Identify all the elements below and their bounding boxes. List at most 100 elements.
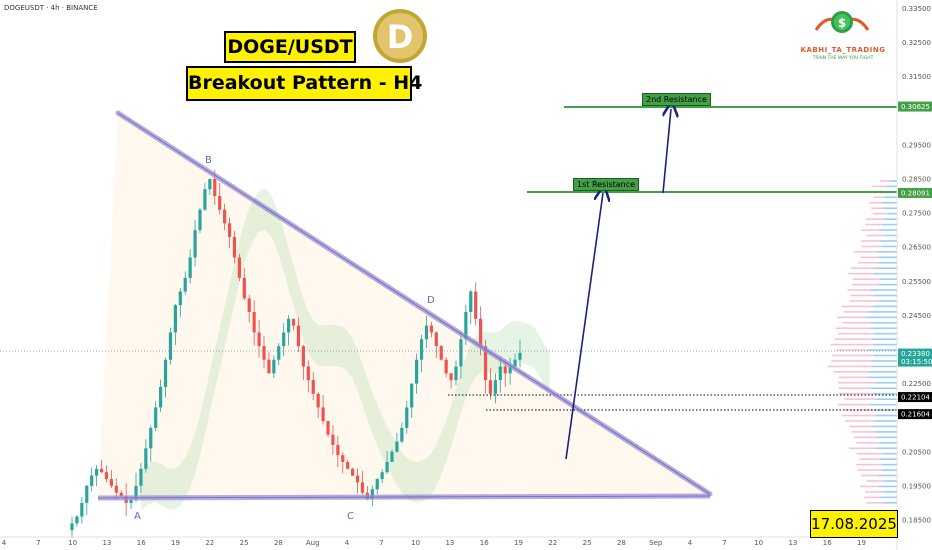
y-tick-label: 0.28500 [902,176,931,184]
candle [341,452,345,474]
candle [262,335,266,369]
candle [198,207,202,234]
x-tick-label: 16 [137,539,146,547]
x-tick-label: 22 [205,539,214,547]
y-tick-label: 0.22500 [902,380,931,388]
triangle-pattern-area [98,113,710,497]
candle [459,331,463,379]
point-label-c: C [347,511,354,522]
candle [513,353,517,368]
candle [419,334,424,373]
y-tick-label: 0.19500 [902,482,931,490]
candle [149,425,153,462]
candle [272,355,276,379]
candle [90,467,94,492]
candle [346,459,350,470]
candle [237,253,241,282]
x-tick-label: 25 [240,539,249,547]
ichimoku-cloud [140,188,550,512]
candle [424,315,429,348]
point-label-d: D [427,295,435,306]
y-tick-label: 0.27500 [902,210,931,218]
candle [183,271,187,295]
candle [385,451,389,475]
candle [159,379,163,412]
candle [163,357,168,398]
dogecoin-logo-icon: D [373,9,427,63]
x-tick-label: 4 [2,539,7,547]
time-axis[interactable]: 4 7 10 13 16 19 22 25 28 Aug 4 7 10 13 16 19 22 25 28 Sep 4 7… [2,539,866,547]
candle [508,357,512,385]
candle [316,392,320,419]
candle [232,230,237,264]
y-tick-label: 0.32500 [902,39,931,47]
candle [139,463,143,494]
x-tick-label: 19 [171,539,180,547]
candle [208,178,212,195]
candle [188,249,192,284]
candle [154,401,158,432]
candle [70,516,74,538]
candle [99,459,104,474]
svg-text:0.22104: 0.22104 [901,394,930,402]
x-tick-label: 19 [857,539,866,547]
candle [351,467,355,476]
x-tick-label: 10 [411,539,420,547]
candle [277,343,281,366]
candle [104,465,109,483]
pair-title: DOGE/USDT [224,31,356,63]
candle [360,470,365,495]
candle [355,468,360,494]
price-tag: 0.28091 [898,187,932,198]
candle [178,288,182,318]
x-tick-label: 4 [688,539,693,547]
candle [85,484,89,515]
candle [415,353,419,394]
svg-text:0.30625: 0.30625 [901,103,930,111]
candle [405,400,409,434]
candle [469,289,473,325]
candle [331,425,335,455]
candle [173,304,177,346]
x-tick-label: Aug [306,539,320,547]
x-tick-label: 25 [583,539,592,547]
candle [375,478,379,495]
resistance-label-1: 1st Resistance [573,178,640,191]
brand-tagline: TRAIN THE WAY YOU FIGHT [812,56,874,61]
candle [306,360,310,393]
candle [223,203,227,231]
candle [242,267,246,301]
candle [291,318,296,331]
candle [429,321,433,338]
x-tick-label: 28 [617,539,626,547]
point-label-a: A [134,511,141,522]
volume-profile [827,180,897,504]
x-tick-label: 13 [445,539,454,547]
candle [390,449,394,463]
candle [326,420,330,437]
symbol-header: DOGEUSDT · 4h · BINANCE [4,4,98,12]
y-tick-label: 0.20500 [902,448,931,456]
candle [144,439,148,473]
candle [257,319,261,358]
x-tick-label: 10 [68,539,77,547]
x-tick-label: 22 [548,539,557,547]
y-tick-label: 0.29500 [902,141,931,149]
x-tick-label: 10 [754,539,763,547]
pattern-title: Breakout Pattern - H4 [186,66,422,101]
candle [109,469,113,489]
x-tick-label: 28 [274,539,283,547]
candle [449,372,453,389]
x-tick-label: 7 [36,539,40,547]
x-tick-label: 16 [823,539,832,547]
y-tick-label: 0.24500 [902,312,931,320]
countdown-label: 03:15:50 [901,358,932,366]
candle [454,360,458,386]
price-axis[interactable]: 0.33500 0.32500 0.31500 0.30625 0.29500 0.285… [902,5,931,524]
svg-text:0.23380: 0.23380 [901,350,930,358]
x-tick-label: 7 [722,539,726,547]
date-label: 17.08.2025 [810,510,898,538]
